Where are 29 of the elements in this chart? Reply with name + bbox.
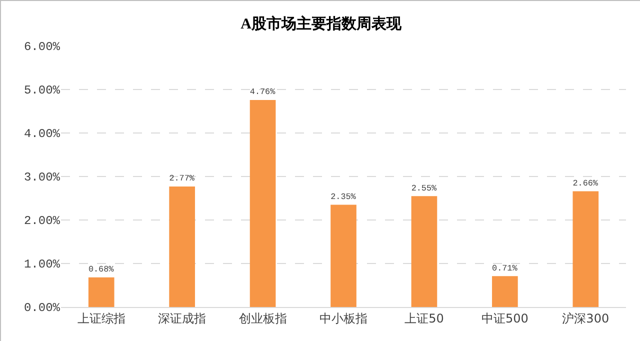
bar [492,276,518,307]
data-label: 2.66% [572,178,599,188]
x-tick-label: 深证成指 [158,311,206,326]
y-tick-label: 2.00% [24,214,61,228]
x-tick-label: 上证综指 [77,311,126,326]
x-tick-label: 中小板指 [320,311,368,326]
data-label: 2.77% [169,174,196,184]
y-tick-label: 0.00% [24,301,61,316]
y-tick-label: 1.00% [24,258,61,272]
chart-title: A股市场主要指数周表现 [240,14,402,33]
y-tick-label: 6.00% [24,40,61,54]
data-label: 0.71% [492,263,518,274]
bar [88,277,114,307]
bar [250,100,276,307]
bar [572,191,599,307]
x-tick-label: 创业板指 [238,311,287,326]
data-label: 4.76% [250,87,276,98]
data-label: 2.35% [330,192,357,202]
x-tick-label: 沪深300 [562,311,610,326]
y-tick-label: 4.00% [24,127,61,142]
y-tick-label: 3.00% [24,170,61,185]
bar [169,186,195,307]
x-tick-label: 上证50 [404,311,444,326]
bar [411,196,438,307]
x-tick-label: 中证500 [481,311,528,326]
y-tick-label: 5.00% [24,84,61,98]
bar [330,204,356,307]
data-label: 0.68% [88,264,115,275]
data-label: 2.55% [411,183,438,194]
